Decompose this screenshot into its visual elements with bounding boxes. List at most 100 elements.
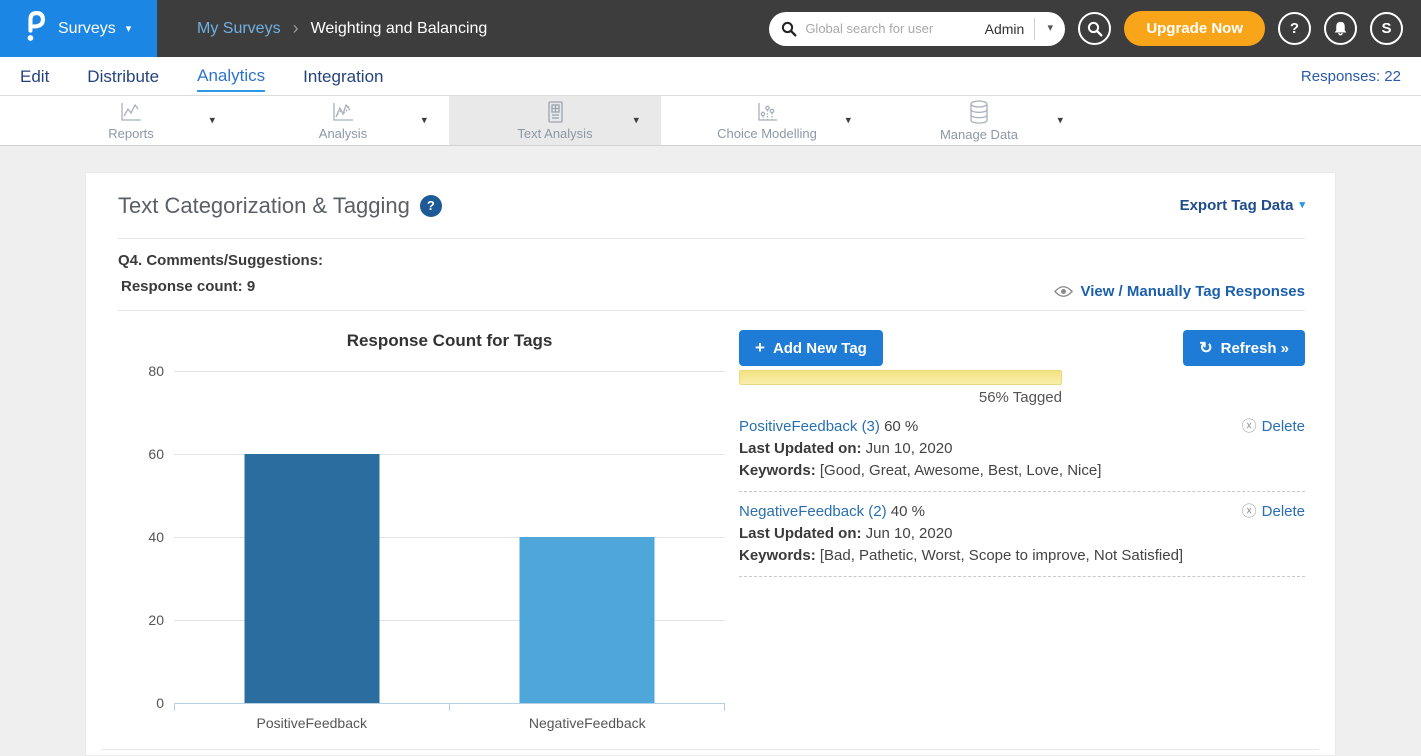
tag-panel: + Add New Tag ↻ Refresh » 56% Tagged xyxy=(739,315,1305,731)
chevron-down-icon: ▾ xyxy=(125,23,132,35)
chart-title: Response Count for Tags xyxy=(346,331,553,350)
keywords-value: [Good, Great, Awesome, Best, Love, Nice] xyxy=(819,462,1102,479)
bar-NegativeFeedback[interactable] xyxy=(519,537,655,703)
keywords-label: Keywords: xyxy=(739,547,816,564)
tagged-progress-bar xyxy=(739,370,1062,385)
upgrade-now-button[interactable]: Upgrade Now xyxy=(1124,11,1265,46)
delete-tag-button[interactable]: ⓧ Delete xyxy=(1242,501,1305,523)
breadcrumb: My Surveys › Weighting and Balancing xyxy=(197,18,487,39)
tag-name-link[interactable]: PositiveFeedback (3) xyxy=(739,418,880,435)
trend-chart-icon xyxy=(330,100,356,124)
search-icon xyxy=(781,21,797,37)
tag-name-link[interactable]: NegativeFeedback (2) xyxy=(739,503,887,520)
add-new-tag-button[interactable]: + Add New Tag xyxy=(739,330,883,366)
chart-ytick-label: 60 xyxy=(148,446,164,462)
delete-tag-button[interactable]: ⓧ Delete xyxy=(1242,416,1305,438)
top-header: Surveys ▾ My Surveys › Weighting and Bal… xyxy=(0,0,1421,57)
response-count-label: Response count: 9 xyxy=(121,278,256,295)
line-chart-icon xyxy=(118,100,144,124)
delete-circle-icon: ⓧ xyxy=(1241,503,1257,520)
avatar[interactable]: S xyxy=(1370,12,1403,45)
dashed-divider xyxy=(739,576,1305,577)
notifications-button[interactable] xyxy=(1324,12,1357,45)
tab-label: Reports xyxy=(108,126,154,141)
nav-item-distribute[interactable]: Distribute xyxy=(87,67,160,86)
eye-icon xyxy=(1054,285,1074,298)
chevron-down-icon: ▾ xyxy=(1047,22,1054,34)
divider xyxy=(118,310,1305,311)
breadcrumb-current-survey: Weighting and Balancing xyxy=(310,19,488,37)
tab-label: Manage Data xyxy=(939,127,1019,142)
divider xyxy=(102,749,1319,750)
chart-gridline xyxy=(174,537,725,538)
refresh-label: Refresh » xyxy=(1220,339,1289,357)
divider xyxy=(1034,17,1036,40)
tag-percent: 60 % xyxy=(884,418,919,435)
help-icon[interactable]: ? xyxy=(419,194,442,217)
chart-gridline xyxy=(174,703,725,704)
product-label: Surveys xyxy=(58,19,116,37)
question-info: Q4. Comments/Suggestions: Response count… xyxy=(118,248,323,300)
export-tag-data-dropdown[interactable]: Export Tag Data ▾ xyxy=(1180,197,1305,214)
tab-text-analysis[interactable]: Text Analysis ▾ xyxy=(449,96,661,145)
refresh-button[interactable]: ↻ Refresh » xyxy=(1183,330,1305,366)
nav-item-integration[interactable]: Integration xyxy=(303,67,384,86)
search-icon xyxy=(1087,21,1103,37)
chevron-down-icon[interactable]: ▾ xyxy=(845,114,851,126)
chart-xlabel: NegativeFeedback xyxy=(528,715,646,731)
page-title: Text Categorization & Tagging xyxy=(118,192,410,218)
chart: Response Count for Tags 0 20 40 60 80 Positi… xyxy=(118,315,725,731)
search-scope-label: Admin xyxy=(984,20,1025,37)
breadcrumb-separator-icon: › xyxy=(292,18,299,38)
delete-label: Delete xyxy=(1261,418,1305,435)
tag-entry-positive: PositiveFeedback (3) 60 % ⓧ Delete Last … xyxy=(739,416,1305,482)
global-search[interactable]: Admin ▾ xyxy=(769,11,1066,46)
survey-nav: Edit Distribute Analytics Integration Re… xyxy=(0,57,1421,96)
search-button[interactable] xyxy=(1078,12,1112,45)
tab-analysis[interactable]: Analysis ▾ xyxy=(237,96,449,145)
bar-PositiveFeedback[interactable] xyxy=(244,454,380,703)
keywords-value: [Bad, Pathetic, Worst, Scope to improve,… xyxy=(819,547,1184,564)
chart-plot: 0 20 40 60 80 xyxy=(148,363,725,711)
global-search-input[interactable] xyxy=(805,21,975,36)
search-scope-dropdown[interactable]: ▾ xyxy=(1035,12,1065,46)
view-manually-tag-link[interactable]: View / Manually Tag Responses xyxy=(1054,283,1305,300)
header-actions: Admin ▾ Upgrade Now ? S xyxy=(769,11,1421,46)
updated-label: Last Updated on: xyxy=(739,525,862,542)
chart-ytick-label: 80 xyxy=(148,363,164,379)
text-tagging-card: Text Categorization & Tagging ? Export T… xyxy=(85,172,1336,756)
chevron-down-icon[interactable]: ▾ xyxy=(421,114,427,126)
updated-value: Jun 10, 2020 xyxy=(865,440,953,457)
view-manually-tag-label: View / Manually Tag Responses xyxy=(1080,283,1305,300)
chart-ytick-label: 0 xyxy=(156,695,164,711)
delete-circle-icon: ⓧ xyxy=(1241,418,1257,435)
tab-manage-data[interactable]: Manage Data ▾ xyxy=(873,96,1085,145)
chart-xlabel: PositiveFeedback xyxy=(256,715,367,731)
chart-gridline xyxy=(174,620,725,621)
tag-entry-negative: NegativeFeedback (2) 40 % ⓧ Delete Last … xyxy=(739,501,1305,567)
nav-item-analytics[interactable]: Analytics xyxy=(197,60,266,92)
delete-label: Delete xyxy=(1261,503,1305,520)
chart-ytick-label: 20 xyxy=(148,612,164,628)
nav-item-edit[interactable]: Edit xyxy=(20,67,50,86)
chevron-down-icon[interactable]: ▾ xyxy=(1057,114,1063,126)
chevron-down-icon: ▾ xyxy=(1299,199,1305,211)
product-switcher[interactable]: Surveys ▾ xyxy=(0,0,157,57)
tab-label: Choice Modelling xyxy=(717,126,817,141)
bell-icon xyxy=(1334,21,1347,36)
tagged-progress-fill xyxy=(740,371,1061,384)
tab-reports[interactable]: Reports ▾ xyxy=(25,96,237,145)
chevron-down-icon[interactable]: ▾ xyxy=(209,114,215,126)
tab-label: Text Analysis xyxy=(517,126,593,141)
tag-percent: 40 % xyxy=(890,503,925,520)
help-button[interactable]: ? xyxy=(1278,12,1311,45)
chart-gridline xyxy=(174,371,725,372)
tab-choice-modelling[interactable]: Choice Modelling ▾ xyxy=(661,96,873,145)
add-new-tag-label: Add New Tag xyxy=(772,339,867,357)
breadcrumb-my-surveys[interactable]: My Surveys xyxy=(197,19,281,37)
question-label: Q4. Comments/Suggestions: xyxy=(118,252,324,269)
chevron-down-icon[interactable]: ▾ xyxy=(633,114,639,126)
updated-label: Last Updated on: xyxy=(739,440,862,457)
chart-gridline xyxy=(174,454,725,455)
dashed-divider xyxy=(739,491,1305,492)
